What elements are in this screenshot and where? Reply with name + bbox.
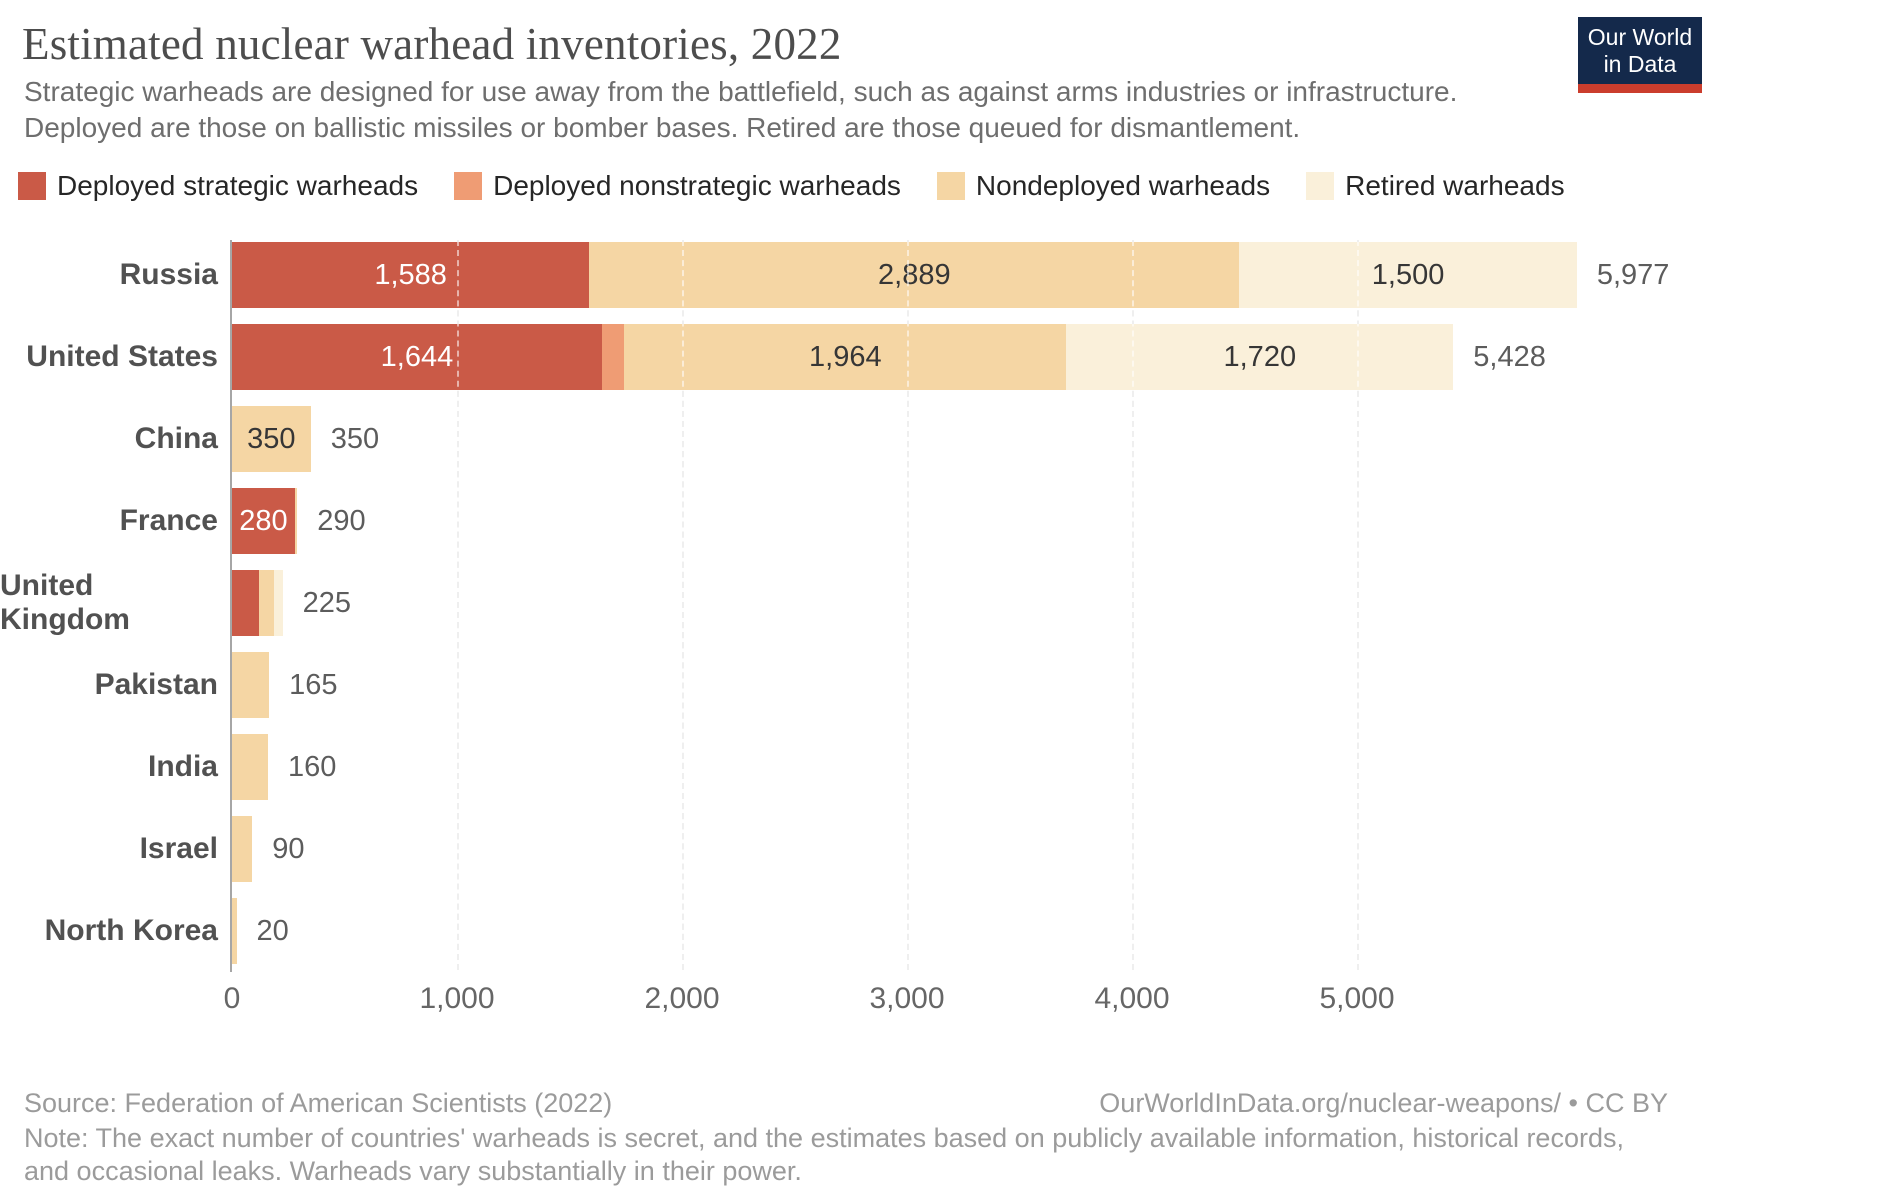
footer-license: OurWorldInData.org/nuclear-weapons/ • CC…	[1099, 1088, 1668, 1118]
legend-swatch-deployed_nonstrategic	[454, 172, 483, 200]
bar-segment-retired: 1,720	[1066, 324, 1454, 390]
bar-total-label: 20	[256, 914, 289, 947]
country-label-north-korea: North Korea	[44, 914, 218, 947]
bar-total-label: 225	[302, 586, 352, 619]
x-tick-label: 0	[223, 982, 241, 1015]
owid-logo-line2: in Data	[1603, 51, 1677, 77]
country-label-israel: Israel	[139, 832, 218, 865]
bar-segment-nondeployed	[232, 816, 253, 882]
bar-segment-deployed_strategic: 1,588	[232, 242, 590, 308]
legend-label: Deployed strategic warheads	[57, 170, 419, 201]
country-label-india: India	[147, 750, 218, 783]
legend-label: Retired warheads	[1345, 170, 1565, 201]
bar-total-label: 5,977	[1596, 258, 1670, 291]
owid-logo: Our World in Data	[1578, 17, 1702, 93]
bar-value-label: 280	[239, 504, 288, 537]
legend-item-deployed_strategic: Deployed strategic warheads	[18, 170, 418, 202]
x-tick-label: 4,000	[1094, 982, 1170, 1015]
legend-label: Deployed nonstrategic warheads	[493, 170, 901, 201]
bar-value-label: 2,889	[878, 258, 951, 291]
bar-total-label: 350	[330, 422, 380, 455]
bar-segment-nondeployed	[259, 570, 274, 636]
x-tick-label: 5,000	[1319, 982, 1395, 1015]
bar-segment-deployed_strategic: 1,644	[232, 324, 602, 390]
country-label-china: China	[134, 422, 218, 455]
bar-total-label: 165	[289, 668, 338, 701]
legend-label: Nondeployed warheads	[975, 170, 1271, 201]
bar-segment-nondeployed	[232, 652, 270, 718]
bar-segment-deployed_strategic	[232, 570, 259, 636]
chart-subtitle-line2: Deployed are those on ballistic missiles…	[24, 112, 1301, 143]
bar-segment-deployed_strategic: 280	[232, 488, 295, 554]
owid-logo-text: Our World in Data	[1578, 24, 1702, 78]
bar-segment-nondeployed	[232, 734, 268, 800]
x-tick-label: 2,000	[644, 982, 720, 1015]
legend: Deployed strategic warheads Deployed nons…	[18, 170, 1565, 202]
bar-segment-retired: 1,500	[1239, 242, 1577, 308]
legend-item-nondeployed: Nondeployed warheads	[936, 170, 1271, 202]
bar-segment-nondeployed: 2,889	[589, 242, 1240, 308]
bar-total-label: 5,428	[1473, 340, 1546, 373]
bar-total-label: 290	[317, 504, 366, 537]
legend-swatch-nondeployed	[936, 172, 965, 200]
bar-value-label: 1,644	[380, 340, 454, 373]
footer-note: Note: The exact number of countries' war…	[24, 1123, 1624, 1186]
bar-total-label: 160	[288, 750, 337, 783]
owid-logo-line1: Our World	[1587, 24, 1693, 50]
bar-value-label: 1,720	[1223, 340, 1297, 373]
bar-value-label: 1,588	[374, 258, 447, 291]
x-tick-label: 1,000	[419, 982, 495, 1015]
bar-value-label: 350	[247, 422, 296, 455]
country-label-pakistan: Pakistan	[94, 668, 218, 701]
legend-item-deployed_nonstrategic: Deployed nonstrategic warheads	[454, 170, 901, 202]
chart-subtitle-line1: Strategic warheads are designed for use …	[24, 76, 1458, 107]
bar-total-label: 90	[272, 832, 305, 865]
bar-segment-nondeployed: 1,964	[624, 324, 1067, 390]
legend-swatch-retired	[1306, 172, 1335, 200]
country-label-russia: Russia	[119, 258, 218, 291]
page-title: Estimated nuclear warhead inventories, 2…	[22, 19, 842, 69]
bar-segment-deployed_nonstrategic	[601, 324, 625, 390]
bar-segment-nondeployed	[295, 488, 298, 554]
bar-value-label: 1,500	[1371, 258, 1445, 291]
owid-logo-accent-bar	[1578, 84, 1702, 93]
legend-swatch-deployed_strategic	[18, 172, 46, 200]
y-axis-line	[230, 240, 232, 972]
bar-segment-nondeployed: 350	[232, 406, 311, 472]
country-label-france: France	[119, 504, 218, 537]
x-tick-label: 3,000	[869, 982, 945, 1015]
legend-item-retired: Retired warheads	[1306, 170, 1565, 202]
bar-value-label: 1,964	[809, 340, 882, 373]
country-label-united-kingdom: United Kingdom	[0, 569, 130, 636]
country-label-united-states: United States	[26, 340, 218, 373]
bar-segment-nondeployed	[232, 898, 237, 964]
footer-source: Source: Federation of American Scientist…	[24, 1088, 613, 1118]
bar-segment-retired	[273, 570, 283, 636]
